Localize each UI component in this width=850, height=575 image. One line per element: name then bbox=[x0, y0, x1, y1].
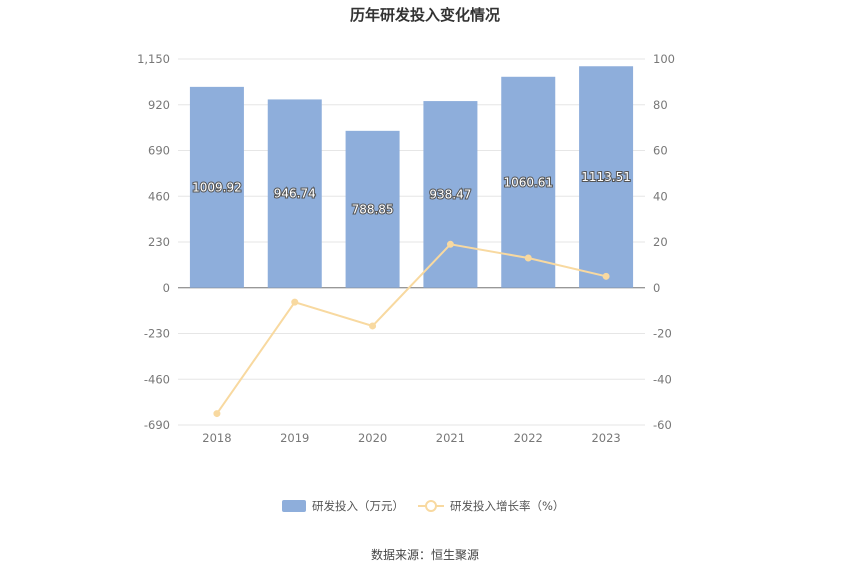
bar bbox=[501, 76, 556, 288]
left-axis-ticks: 1,150 920 690 460 230 0 -230 -460 -690 bbox=[137, 52, 170, 432]
right-tick-label: 40 bbox=[653, 189, 668, 203]
x-tick-label: 2021 bbox=[436, 431, 465, 445]
bar bbox=[423, 101, 478, 288]
line-point bbox=[602, 272, 610, 280]
line-point bbox=[213, 410, 221, 418]
bar bbox=[267, 99, 322, 288]
line-point bbox=[291, 298, 299, 306]
bar-value-label: 1113.51 bbox=[581, 170, 631, 184]
left-tick-label: 460 bbox=[148, 189, 170, 203]
left-tick-label: 230 bbox=[148, 235, 170, 249]
bar-value-label: 938.47 bbox=[429, 187, 471, 201]
right-tick-label: 60 bbox=[653, 144, 668, 158]
data-source: 数据来源：恒生聚源 bbox=[371, 547, 479, 562]
left-tick-label: -230 bbox=[144, 327, 170, 341]
bar-labels: 1009.92 946.74 788.85 938.47 1060.61 1113.51 bbox=[191, 169, 632, 217]
line-point bbox=[446, 240, 454, 248]
x-tick-label: 2019 bbox=[280, 431, 309, 445]
x-tick-label: 2022 bbox=[514, 431, 543, 445]
x-tick-label: 2018 bbox=[202, 431, 231, 445]
bar bbox=[345, 130, 400, 288]
left-tick-label: 920 bbox=[148, 98, 170, 112]
right-tick-label: -20 bbox=[653, 327, 672, 341]
legend: 研发投入（万元） 研发投入增长率（%） bbox=[282, 499, 564, 513]
left-tick-label: 1,150 bbox=[137, 52, 170, 66]
left-tick-label: -460 bbox=[144, 372, 170, 386]
bar-series bbox=[189, 66, 634, 288]
chart-title: 历年研发投入变化情况 bbox=[350, 6, 500, 24]
right-axis-ticks: 100 80 60 40 20 0 -20 -40 -60 bbox=[653, 52, 675, 432]
line-point bbox=[369, 322, 377, 330]
left-tick-label: 0 bbox=[163, 281, 170, 295]
right-tick-label: 20 bbox=[653, 235, 668, 249]
line-point bbox=[524, 254, 532, 262]
x-tick-label: 2020 bbox=[358, 431, 387, 445]
bar-value-label: 1009.92 bbox=[192, 180, 242, 194]
left-tick-label: 690 bbox=[148, 144, 170, 158]
x-tick-label: 2023 bbox=[591, 431, 620, 445]
right-tick-label: 80 bbox=[653, 98, 668, 112]
bar bbox=[579, 66, 634, 288]
x-axis-ticks: 2018 2019 2020 2021 2022 2023 bbox=[178, 424, 645, 445]
bar-value-label: 1060.61 bbox=[503, 175, 553, 189]
right-tick-label: 0 bbox=[653, 281, 660, 295]
legend-label-bar: 研发投入（万元） bbox=[312, 499, 404, 513]
legend-swatch-bar bbox=[282, 500, 306, 512]
right-tick-label: 100 bbox=[653, 52, 675, 66]
bar bbox=[189, 86, 244, 288]
line-path bbox=[216, 243, 607, 415]
legend-label-line: 研发投入增长率（%） bbox=[450, 499, 564, 513]
line-series bbox=[213, 240, 610, 418]
bar-value-label: 946.74 bbox=[274, 187, 316, 201]
bar-value-label: 788.85 bbox=[352, 202, 394, 216]
right-tick-label: -60 bbox=[653, 418, 672, 432]
left-tick-label: -690 bbox=[144, 418, 170, 432]
legend-swatch-marker bbox=[425, 500, 437, 512]
right-tick-label: -40 bbox=[653, 372, 672, 386]
